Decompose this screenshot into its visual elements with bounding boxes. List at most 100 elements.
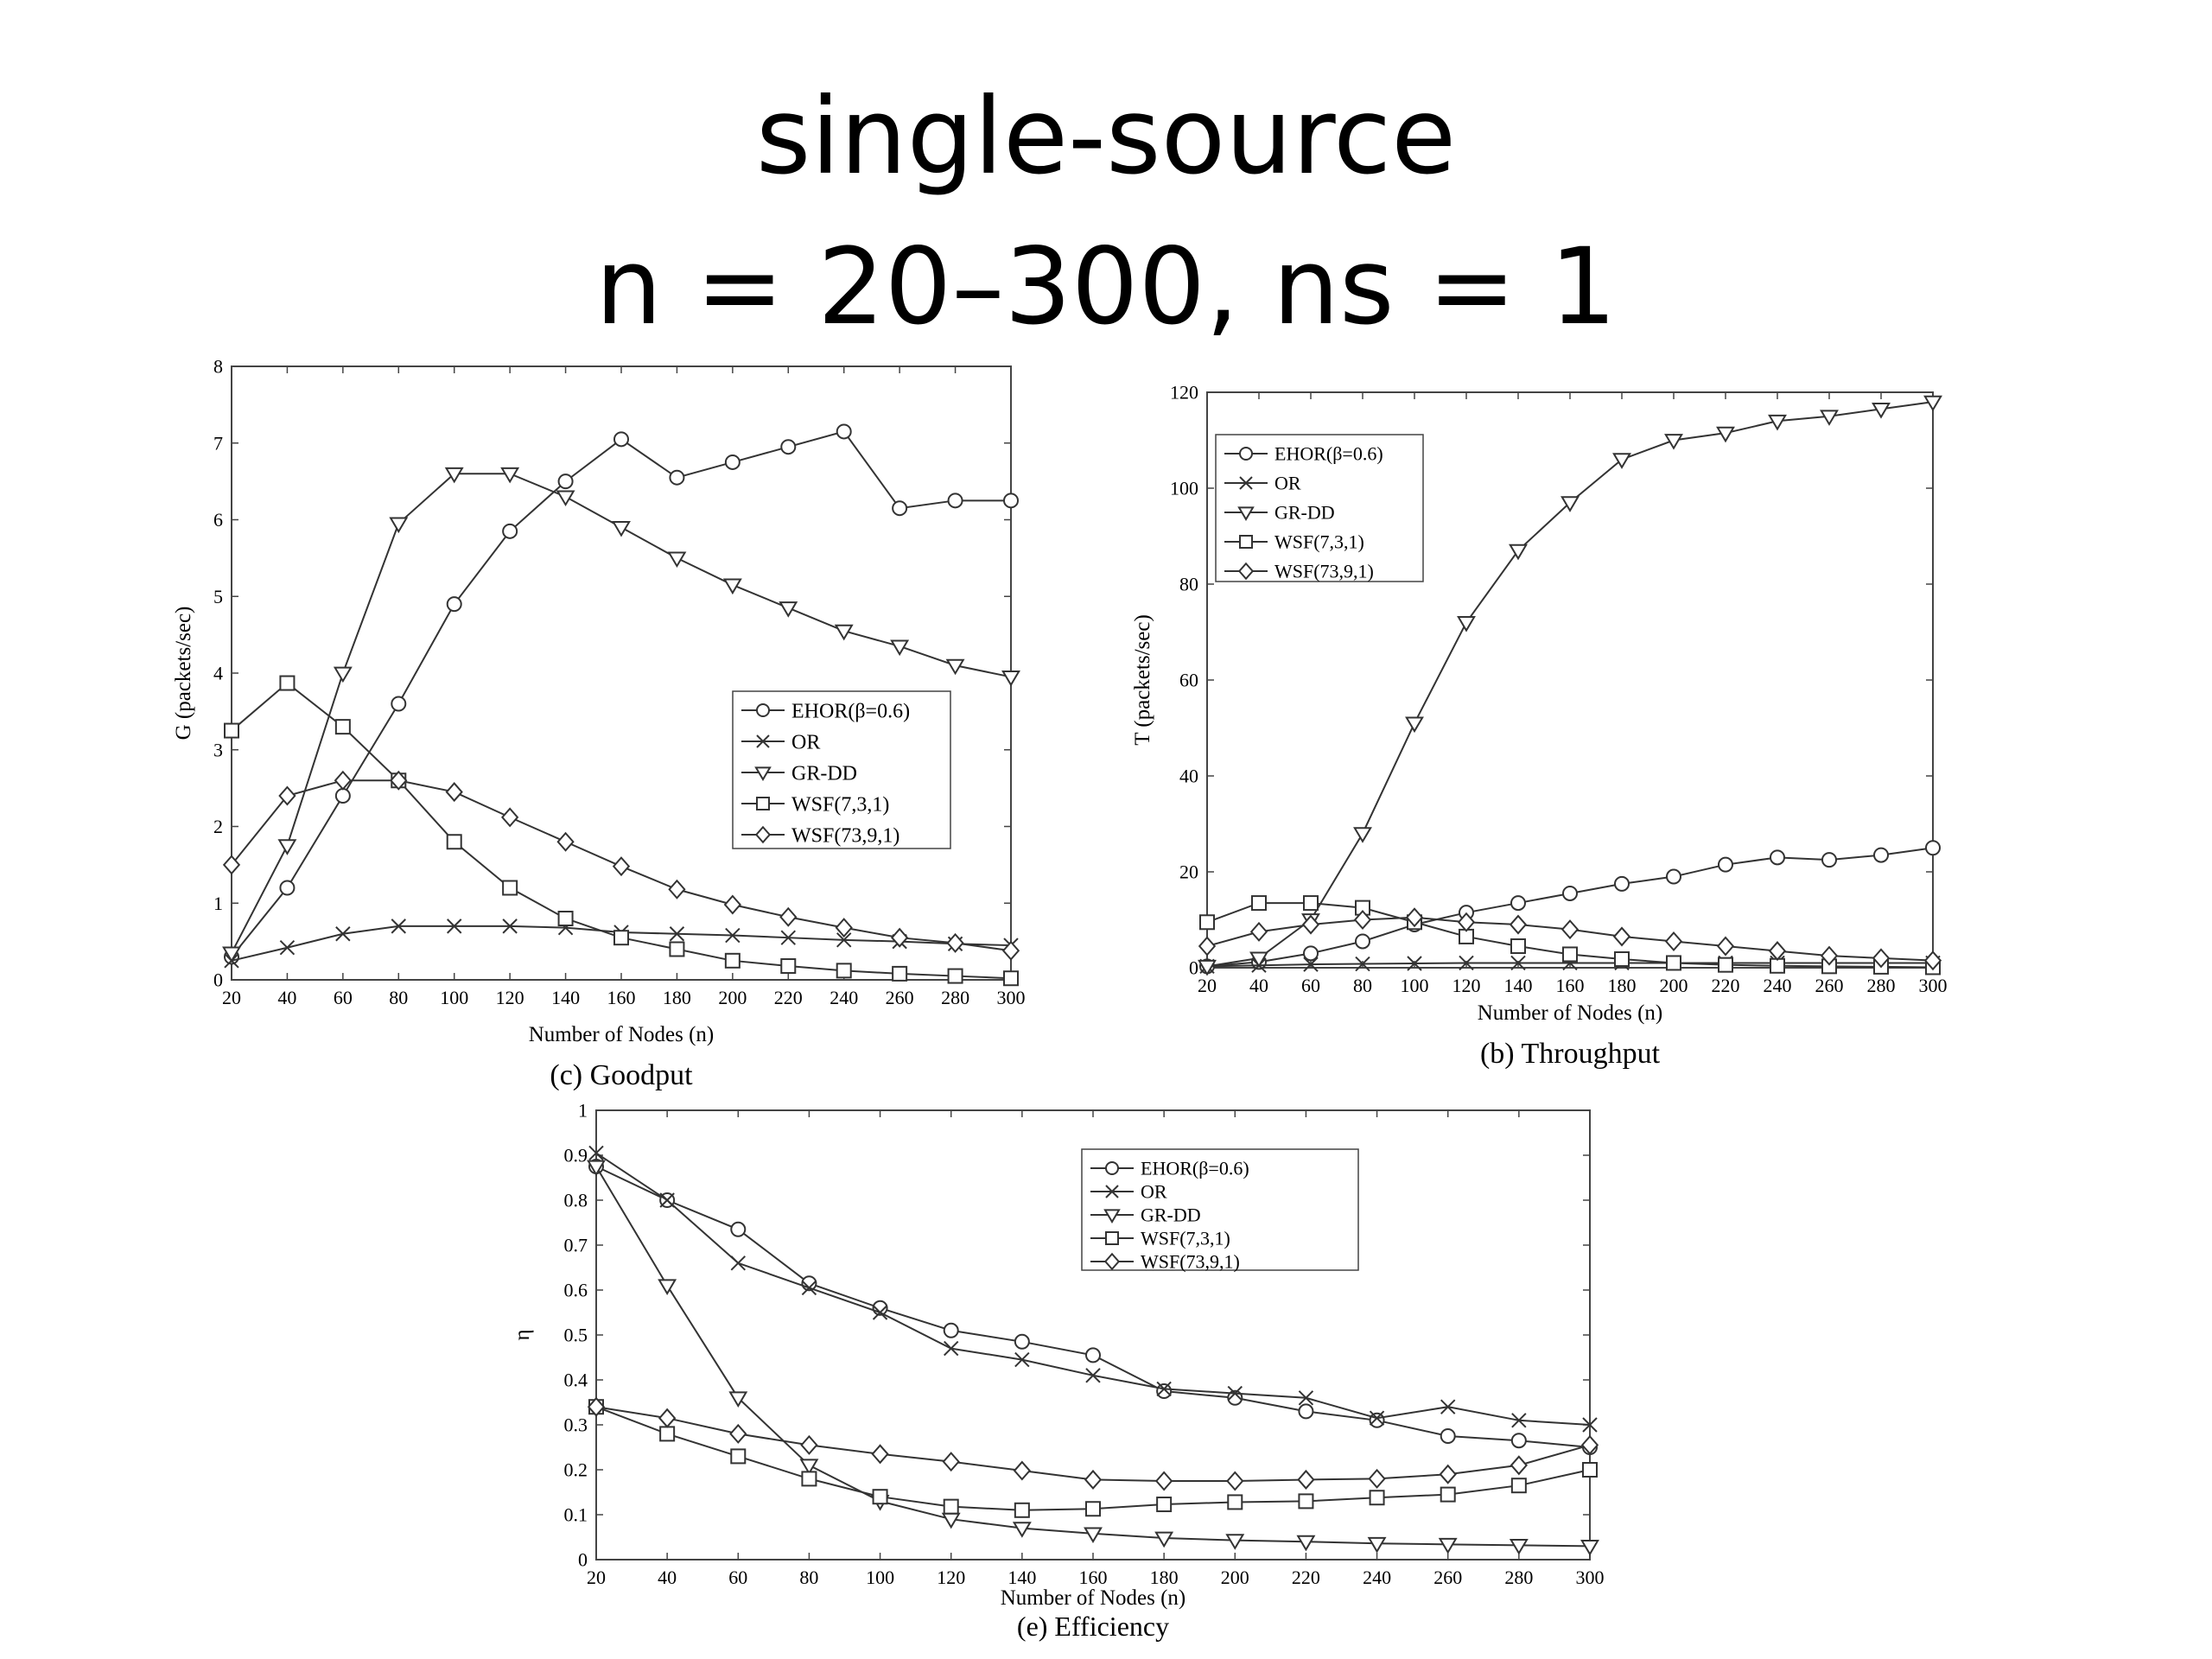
slide-title-line-1: single-source	[755, 75, 1457, 198]
efficiency-data-point	[730, 1448, 747, 1465]
efficiency-data-point	[1298, 1403, 1314, 1420]
throughput-x-tick-label: 280	[1867, 975, 1896, 996]
throughput-x-tick-label: 20	[1198, 975, 1217, 996]
throughput-data-point	[1251, 895, 1267, 912]
efficiency-x-tick-label: 60	[728, 1567, 747, 1588]
goodput-data-point	[1001, 940, 1020, 961]
goodput-data-point	[892, 500, 908, 517]
throughput-legend-marker	[1239, 447, 1253, 461]
goodput-chart-group: 20 40 60 80 100 120 140 160 180 200 220 240 260 280 30…	[172, 356, 1026, 1091]
throughput-x-tick-label: 140	[1504, 975, 1533, 996]
goodput-data-point	[334, 770, 352, 791]
goodput-data-point	[1003, 493, 1019, 509]
throughput-data-point	[1925, 840, 1941, 856]
efficiency-y-tick-label: 0.6	[564, 1280, 588, 1301]
efficiency-x-tick-label: 120	[937, 1567, 965, 1588]
throughput-data-point	[1509, 914, 1528, 935]
efficiency-series-4	[587, 1396, 1599, 1491]
efficiency-data-point	[1369, 1490, 1385, 1506]
efficiency-data-point	[1014, 1351, 1030, 1368]
goodput-data-point	[556, 490, 575, 507]
throughput-x-tick-label: 160	[1556, 975, 1585, 996]
efficiency-data-point	[1156, 1381, 1172, 1397]
throughput-data-point	[1199, 914, 1215, 931]
goodput-caption: (c) Goodput	[550, 1059, 693, 1091]
throughput-y-axis-label: T (packets/sec)	[1131, 614, 1154, 746]
goodput-legend-marker	[754, 825, 772, 844]
efficiency-data-point	[1510, 1455, 1528, 1476]
throughput-data-point	[1872, 403, 1891, 419]
goodput-data-point	[890, 639, 910, 657]
goodput-data-point	[1003, 970, 1019, 987]
throughput-data-point	[1301, 914, 1320, 935]
goodput-data-point	[667, 551, 687, 569]
throughput-legend-label: WSF(73,9,1)	[1274, 561, 1374, 582]
efficiency-x-axis-label: Number of Nodes (n)	[1001, 1586, 1186, 1610]
efficiency-data-point	[1510, 1478, 1527, 1494]
goodput-series-4	[222, 770, 1020, 961]
efficiency-data-point	[1014, 1333, 1030, 1350]
throughput-data-point	[1198, 959, 1217, 976]
efficiency-data-point	[659, 1192, 675, 1208]
efficiency-data-point	[1013, 1460, 1031, 1481]
goodput-data-point	[725, 927, 741, 944]
throughput-data-point	[1666, 868, 1681, 885]
efficiency-series-1	[588, 1145, 1598, 1433]
efficiency-legend-label: WSF(73,9,1)	[1141, 1251, 1240, 1273]
efficiency-y-tick-label: 0.1	[564, 1504, 588, 1526]
throughput-series-4	[1198, 907, 1942, 971]
efficiency-legend-marker	[1105, 1161, 1119, 1175]
goodput-legend-label: WSF(7,3,1)	[791, 793, 889, 816]
throughput-data-point	[1612, 453, 1631, 469]
efficiency-x-tick-label: 40	[658, 1567, 677, 1588]
goodput-data-point	[836, 423, 852, 440]
throughput-data-point	[1457, 616, 1476, 632]
goodput-data-point	[669, 469, 685, 486]
goodput-x-tick-label: 100	[440, 987, 468, 1008]
goodput-data-point	[722, 578, 742, 595]
throughput-data-point	[1923, 950, 1942, 971]
throughput-data-point	[1716, 936, 1735, 957]
goodput-legend: EHOR(β=0.6) OR GR-DD WSF(7,3,1) WSF(73,9,1)	[732, 690, 951, 849]
efficiency-data-point	[1510, 1433, 1527, 1449]
goodput-data-point	[500, 467, 520, 484]
goodput-data-point	[780, 958, 797, 975]
throughput-data-point	[1510, 955, 1526, 971]
goodput-data-point	[613, 431, 629, 448]
efficiency-data-point	[1156, 1497, 1173, 1513]
goodput-data-point	[447, 918, 462, 934]
efficiency-data-point	[659, 1426, 676, 1442]
goodput-legend-label: EHOR(β=0.6)	[791, 700, 910, 722]
goodput-data-point	[279, 675, 296, 691]
throughput-x-tick-label: 180	[1608, 975, 1637, 996]
goodput-x-tick-label: 160	[607, 987, 636, 1008]
goodput-data-point	[557, 474, 574, 490]
goodput-data-point	[279, 880, 296, 896]
goodput-data-point	[779, 906, 798, 927]
goodput-data-point	[335, 926, 351, 942]
efficiency-data-point	[1509, 1538, 1529, 1555]
throughput-data-point	[1666, 955, 1681, 971]
throughput-y-tick-label: 40	[1179, 766, 1198, 787]
goodput-y-tick-label: 5	[213, 586, 223, 607]
goodput-data-point	[1001, 671, 1020, 687]
efficiency-x-tick-label: 140	[1007, 1567, 1036, 1588]
efficiency-data-point	[1440, 1428, 1456, 1444]
goodput-data-point	[333, 666, 353, 683]
efficiency-legend-label: GR-DD	[1141, 1205, 1201, 1226]
throughput-series-2	[1198, 395, 1942, 976]
efficiency-data-point	[872, 1489, 888, 1505]
goodput-data-point	[390, 770, 408, 791]
goodput-data-point	[389, 517, 409, 534]
throughput-data-point	[1768, 414, 1787, 431]
goodput-data-point	[446, 834, 462, 850]
throughput-y-tick-label: 100	[1170, 478, 1198, 499]
throughput-data-point	[1355, 956, 1370, 972]
efficiency-data-point	[1225, 1534, 1245, 1550]
throughput-data-point	[1407, 956, 1422, 971]
goodput-data-point	[946, 932, 964, 953]
throughput-data-point	[1303, 945, 1319, 962]
goodput-x-tick-label: 260	[886, 987, 914, 1008]
goodput-data-point	[334, 788, 351, 804]
